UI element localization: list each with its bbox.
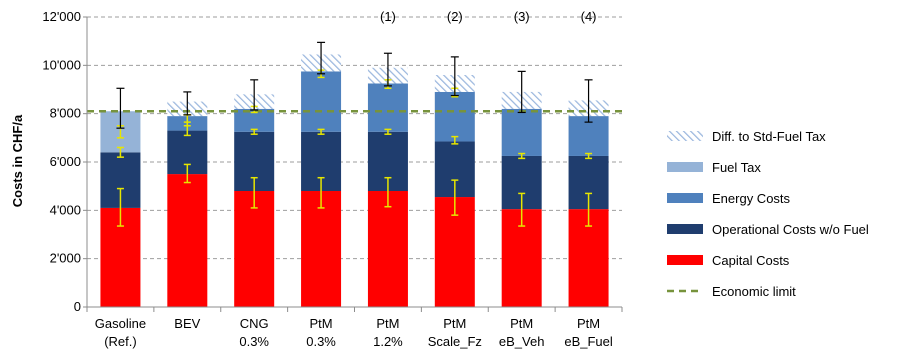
x-tick-label: PtM bbox=[577, 316, 600, 331]
grid bbox=[87, 16, 622, 260]
y-tick-label: 2'000 bbox=[50, 251, 81, 266]
bar-segment bbox=[501, 108, 542, 156]
x-tick-sublabel: (Ref.) bbox=[104, 334, 137, 349]
bar-segment bbox=[568, 116, 609, 156]
bar-segment bbox=[234, 191, 275, 307]
x-tick-label: Gasoline bbox=[95, 316, 146, 331]
legend-label: Operational Costs w/o Fuel bbox=[712, 222, 869, 237]
legend-swatch bbox=[667, 131, 703, 141]
bar-segment bbox=[234, 108, 275, 132]
axes: 0 2'000 4'000 6'000 8'000 10'000 12'000 Gasolin… bbox=[42, 9, 623, 349]
legend-swatch bbox=[667, 162, 703, 172]
bars bbox=[87, 41, 622, 307]
x-tick-sublabel: 0.3% bbox=[239, 334, 269, 349]
legend-swatch bbox=[667, 193, 703, 203]
x-tick-sublabel: 0.3% bbox=[306, 334, 336, 349]
bar-segment bbox=[167, 174, 208, 307]
x-tick-sublabel: 1.2% bbox=[373, 334, 403, 349]
bar-segment bbox=[367, 191, 408, 307]
x-tick-label: BEV bbox=[174, 316, 200, 331]
legend-label: Energy Costs bbox=[712, 191, 791, 206]
legend: Diff. to Std-Fuel Tax Fuel Tax Energy Cost… bbox=[667, 129, 869, 299]
y-axis-label: Costs in CHF/a bbox=[10, 114, 25, 207]
legend-label: Diff. to Std-Fuel Tax bbox=[712, 129, 826, 144]
bar-segment bbox=[301, 71, 342, 132]
x-tick-label: PtM bbox=[443, 316, 466, 331]
y-tick-label: 12'000 bbox=[42, 9, 81, 24]
y-tick-label: 0 bbox=[74, 299, 81, 314]
y-tick-label: 4'000 bbox=[50, 202, 81, 217]
bar-annotation: (4) bbox=[581, 9, 597, 24]
x-tick-label: PtM bbox=[376, 316, 399, 331]
bar-segment bbox=[434, 91, 475, 142]
bar-segment bbox=[367, 83, 408, 132]
bar-annotation: (1) bbox=[380, 9, 396, 24]
legend-label: Fuel Tax bbox=[712, 160, 761, 175]
bar-annotation: (3) bbox=[514, 9, 530, 24]
legend-swatch bbox=[667, 255, 703, 265]
x-tick-label: PtM bbox=[510, 316, 533, 331]
y-tick-label: 10'000 bbox=[42, 57, 81, 72]
x-tick-sublabel: Scale_Fz bbox=[428, 334, 482, 349]
bar-annotation: (2) bbox=[447, 9, 463, 24]
legend-label: Capital Costs bbox=[712, 253, 790, 268]
legend-swatch bbox=[667, 224, 703, 234]
x-tick-sublabel: eB_Fuel bbox=[564, 334, 613, 349]
legend-label: Economic limit bbox=[712, 284, 796, 299]
x-tick-label: CNG bbox=[240, 316, 269, 331]
y-tick-label: 8'000 bbox=[50, 106, 81, 121]
x-tick-sublabel: eB_Veh bbox=[499, 334, 545, 349]
bar-segment bbox=[301, 191, 342, 307]
y-tick-label: 6'000 bbox=[50, 154, 81, 169]
x-tick-label: PtM bbox=[310, 316, 333, 331]
